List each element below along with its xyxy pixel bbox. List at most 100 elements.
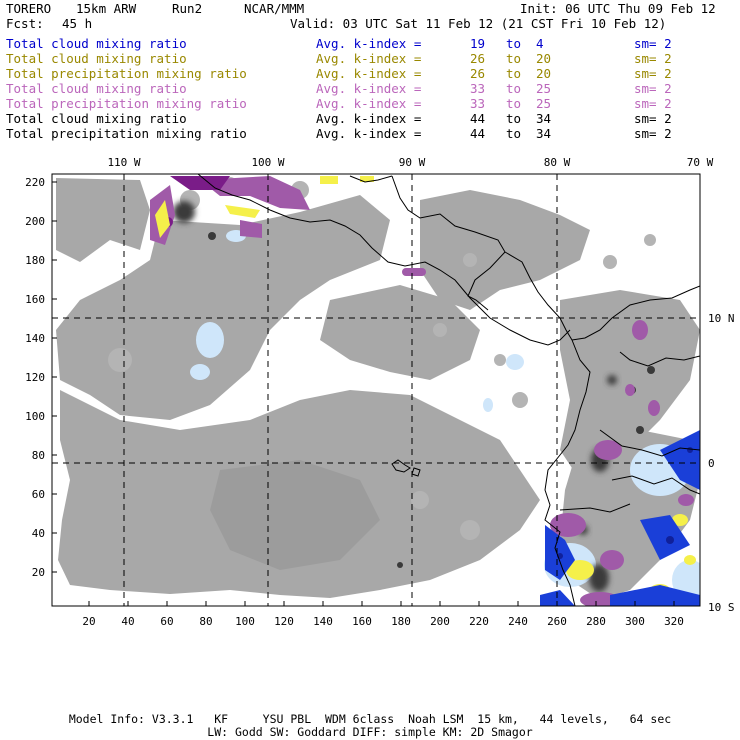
legend-sm: sm= 2 — [634, 81, 672, 96]
lat-lon-grid — [52, 174, 700, 606]
legend-to: 4 — [536, 36, 544, 51]
x-tick-label: 200 — [430, 615, 450, 628]
legend-to: 25 — [536, 81, 552, 96]
legend-field: Total cloud mixing ratio — [6, 111, 187, 126]
legend-from: 33 — [470, 81, 486, 96]
legend-field: Total precipitation mixing ratio — [6, 96, 247, 111]
y-tick-label: 40 — [32, 527, 45, 540]
legend-to: 34 — [536, 111, 552, 126]
legend-from: 26 — [470, 51, 486, 66]
legend-field: Total cloud mixing ratio — [6, 81, 187, 96]
x-tick-label: 40 — [121, 615, 134, 628]
y-tick-label: 60 — [32, 488, 45, 501]
legend-sm: sm= 2 — [634, 36, 672, 51]
legend-to: 20 — [536, 51, 552, 66]
x-tick-label: 260 — [547, 615, 567, 628]
legend-index-label: Avg. k-index = — [316, 51, 422, 66]
y-tick-label: 180 — [25, 254, 45, 267]
physics-info-line: LW: Godd SW: Goddard DIFF: simple KM: 2D… — [207, 725, 533, 739]
legend-field: Total precipitation mixing ratio — [6, 66, 247, 81]
legend-row: Total cloud mixing ratio Avg. k-index = … — [6, 51, 734, 66]
legend-from: 44 — [470, 111, 486, 126]
y-tick-label: 100 — [25, 410, 45, 423]
legend-row: Total precipitation mixing ratio Avg. k-… — [6, 66, 734, 81]
legend-row: Total cloud mixing ratio Avg. k-index = … — [6, 81, 734, 96]
legend-sm: sm= 2 — [634, 66, 672, 81]
lon-label-110w: 110 W — [107, 156, 140, 169]
legend-to-label: to — [506, 111, 522, 126]
legend-from: 33 — [470, 96, 486, 111]
y-tick-label: 20 — [32, 566, 45, 579]
x-tick-label: 280 — [586, 615, 606, 628]
cloud-field — [56, 176, 700, 606]
run-label: Run2 — [172, 1, 203, 16]
y-tick-label: 140 — [25, 332, 45, 345]
legend-index-label: Avg. k-index = — [316, 111, 422, 126]
grid-label: 15km ARW — [76, 1, 137, 16]
forecast-label: Fcst: — [6, 16, 44, 31]
legend-field: Total cloud mixing ratio — [6, 51, 187, 66]
legend-sm: sm= 2 — [634, 51, 672, 66]
x-tick-label: 20 — [82, 615, 95, 628]
gray-cloud-regions — [56, 178, 700, 600]
legend-sm: sm= 2 — [634, 111, 672, 126]
y-tick-label: 80 — [32, 449, 45, 462]
lon-label-80w: 80 W — [544, 156, 571, 169]
legend-from: 19 — [470, 36, 486, 51]
lon-label-70w: 70 W — [687, 156, 714, 169]
x-tick-label: 60 — [160, 615, 173, 628]
legend-to-label: to — [506, 126, 522, 141]
legend-to: 25 — [536, 96, 552, 111]
legend-from: 26 — [470, 66, 486, 81]
x-tick-label: 320 — [664, 615, 684, 628]
legend-to: 20 — [536, 66, 552, 81]
legend-sm: sm= 2 — [634, 126, 672, 141]
map-frame — [51, 173, 701, 607]
legend-index-label: Avg. k-index = — [316, 96, 422, 111]
legend-sm: sm= 2 — [634, 96, 672, 111]
lon-label-100w: 100 W — [251, 156, 284, 169]
y-tick-label: 120 — [25, 371, 45, 384]
x-tick-label: 180 — [391, 615, 411, 628]
legend-to: 34 — [536, 126, 552, 141]
lat-label-10n: 10 N — [708, 312, 735, 325]
init-time: Init: 06 UTC Thu 09 Feb 12 — [520, 1, 716, 16]
legend-row: Total precipitation mixing ratio Avg. k-… — [6, 96, 734, 111]
legend-row: Total precipitation mixing ratio Avg. k-… — [6, 126, 734, 141]
coastlines — [197, 174, 700, 606]
lon-label-90w: 90 W — [399, 156, 426, 169]
legend-to-label: to — [506, 36, 522, 51]
lat-label-equator: 0 — [708, 457, 715, 470]
legend-index-label: Avg. k-index = — [316, 126, 422, 141]
x-tick-label: 120 — [274, 615, 294, 628]
model-name: TORERO — [6, 1, 52, 16]
axis-ticks — [52, 181, 675, 606]
x-tick-label: 300 — [625, 615, 645, 628]
x-tick-label: 240 — [508, 615, 528, 628]
x-tick-label: 100 — [235, 615, 255, 628]
x-tick-label: 160 — [352, 615, 372, 628]
legend-index-label: Avg. k-index = — [316, 66, 422, 81]
legend-field: Total precipitation mixing ratio — [6, 126, 247, 141]
x-tick-label: 80 — [199, 615, 212, 628]
org-label: NCAR/MMM — [244, 1, 305, 16]
legend-to-label: to — [506, 51, 522, 66]
legend-to-label: to — [506, 81, 522, 96]
lat-label-10s: 10 S — [708, 601, 735, 614]
legend-from: 44 — [470, 126, 486, 141]
valid-time: Valid: 03 UTC Sat 11 Feb 12 (21 CST Fri … — [290, 16, 667, 31]
legend-row: Total cloud mixing ratio Avg. k-index = … — [6, 36, 734, 51]
legend-row: Total cloud mixing ratio Avg. k-index = … — [6, 111, 734, 126]
legend-index-label: Avg. k-index = — [316, 81, 422, 96]
legend-index-label: Avg. k-index = — [316, 36, 422, 51]
legend-field: Total cloud mixing ratio — [6, 36, 187, 51]
legend-to-label: to — [506, 96, 522, 111]
legend-to-label: to — [506, 66, 522, 81]
y-tick-label: 220 — [25, 176, 45, 189]
x-tick-label: 140 — [313, 615, 333, 628]
y-tick-label: 200 — [25, 215, 45, 228]
model-info-line: Model Info: V3.3.1 KF YSU PBL WDM 6class… — [68, 712, 672, 726]
x-tick-label: 220 — [469, 615, 489, 628]
forecast-hour: 45 h — [62, 16, 93, 31]
